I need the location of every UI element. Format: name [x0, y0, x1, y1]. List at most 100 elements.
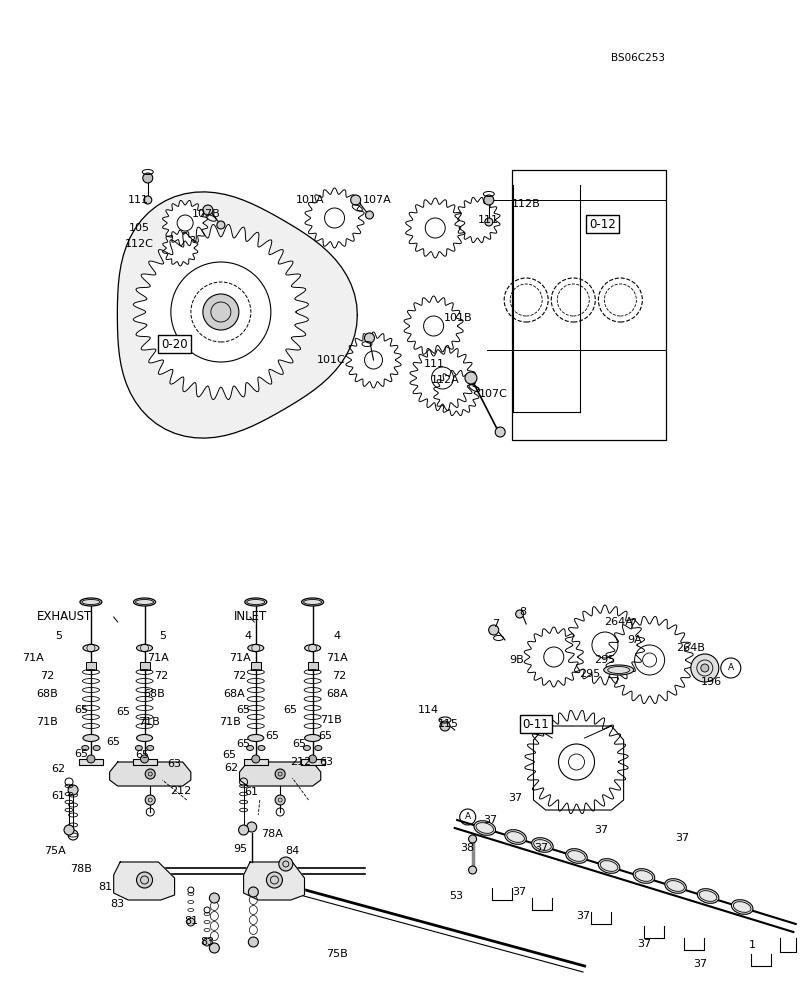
Text: 264B: 264B: [675, 643, 704, 653]
Ellipse shape: [731, 900, 752, 914]
Text: 78A: 78A: [261, 829, 282, 839]
Text: 65: 65: [74, 749, 88, 759]
Circle shape: [145, 769, 155, 779]
Circle shape: [64, 825, 74, 835]
Text: 71B: 71B: [219, 717, 240, 727]
Text: 37: 37: [593, 825, 607, 835]
Text: 112C: 112C: [125, 239, 154, 249]
Ellipse shape: [565, 849, 586, 863]
Polygon shape: [404, 296, 462, 356]
Circle shape: [700, 664, 708, 672]
Ellipse shape: [93, 745, 100, 750]
Text: 37: 37: [575, 911, 590, 921]
Text: 83: 83: [110, 899, 125, 909]
Text: 72: 72: [332, 671, 346, 681]
Text: 71A: 71A: [229, 653, 250, 663]
Bar: [132, 759, 157, 765]
Polygon shape: [410, 345, 474, 411]
Text: 37: 37: [534, 843, 548, 853]
Bar: [307, 662, 317, 670]
Bar: [86, 662, 96, 670]
Polygon shape: [239, 762, 320, 786]
Circle shape: [468, 866, 476, 874]
Circle shape: [248, 887, 258, 897]
Text: BS06C253: BS06C253: [611, 53, 664, 63]
Ellipse shape: [664, 879, 685, 893]
Text: 63: 63: [167, 759, 182, 769]
Ellipse shape: [531, 838, 552, 852]
Text: 78B: 78B: [71, 864, 92, 874]
Ellipse shape: [603, 665, 633, 675]
Text: 212: 212: [169, 786, 191, 796]
Ellipse shape: [136, 734, 152, 741]
Text: 65: 65: [116, 707, 131, 717]
Text: 65: 65: [236, 739, 251, 749]
Bar: [79, 759, 103, 765]
Circle shape: [488, 625, 498, 635]
Polygon shape: [454, 197, 500, 243]
Ellipse shape: [474, 821, 495, 835]
Text: 53: 53: [448, 891, 463, 901]
Circle shape: [140, 755, 148, 763]
Circle shape: [465, 372, 476, 384]
Text: 37: 37: [512, 887, 526, 897]
Polygon shape: [533, 726, 623, 810]
Circle shape: [251, 755, 260, 763]
Circle shape: [440, 721, 449, 731]
Text: 84: 84: [285, 846, 299, 856]
Text: 37: 37: [636, 939, 650, 949]
Text: 65: 65: [236, 705, 251, 715]
Text: 63: 63: [319, 757, 333, 767]
Ellipse shape: [504, 830, 526, 844]
Text: 101C: 101C: [316, 355, 345, 365]
Text: 37: 37: [692, 959, 706, 969]
Text: 295: 295: [594, 655, 615, 665]
Text: 101B: 101B: [443, 313, 472, 323]
Ellipse shape: [83, 734, 99, 741]
Text: 37: 37: [483, 815, 497, 825]
Ellipse shape: [303, 745, 310, 750]
Text: 4: 4: [333, 631, 340, 641]
Text: 112B: 112B: [511, 199, 540, 209]
Ellipse shape: [247, 745, 253, 750]
Text: 71B: 71B: [36, 717, 58, 727]
Bar: [511, 170, 665, 440]
Ellipse shape: [247, 734, 264, 741]
Ellipse shape: [82, 745, 88, 750]
Text: 95: 95: [233, 844, 247, 854]
Polygon shape: [433, 370, 478, 416]
Text: 75B: 75B: [326, 949, 347, 959]
Text: 72: 72: [153, 671, 168, 681]
Ellipse shape: [136, 644, 152, 652]
Text: 0-11: 0-11: [522, 717, 548, 730]
Circle shape: [248, 937, 258, 947]
Text: 7: 7: [491, 619, 498, 629]
Text: 9A: 9A: [627, 635, 642, 645]
Text: 81: 81: [183, 916, 198, 926]
Bar: [300, 759, 324, 765]
Ellipse shape: [697, 889, 718, 903]
Text: 111: 111: [478, 215, 499, 225]
Ellipse shape: [598, 859, 619, 873]
Ellipse shape: [79, 598, 102, 606]
Ellipse shape: [304, 734, 320, 741]
Circle shape: [209, 893, 219, 903]
Text: 68B: 68B: [36, 689, 58, 699]
Circle shape: [365, 211, 373, 219]
Text: 115: 115: [437, 719, 458, 729]
Circle shape: [143, 173, 152, 183]
Text: 72: 72: [40, 671, 54, 681]
Circle shape: [247, 822, 256, 832]
Text: 61: 61: [244, 787, 259, 797]
Circle shape: [468, 835, 476, 843]
Text: 65: 65: [106, 737, 121, 747]
Ellipse shape: [83, 644, 99, 652]
Text: 0-12: 0-12: [589, 218, 615, 231]
Text: 37: 37: [674, 833, 689, 843]
Circle shape: [690, 654, 718, 682]
Text: 114: 114: [417, 705, 438, 715]
Text: 71A: 71A: [148, 653, 169, 663]
Text: 71B: 71B: [138, 717, 159, 727]
Text: 1: 1: [748, 940, 754, 950]
Circle shape: [275, 795, 285, 805]
